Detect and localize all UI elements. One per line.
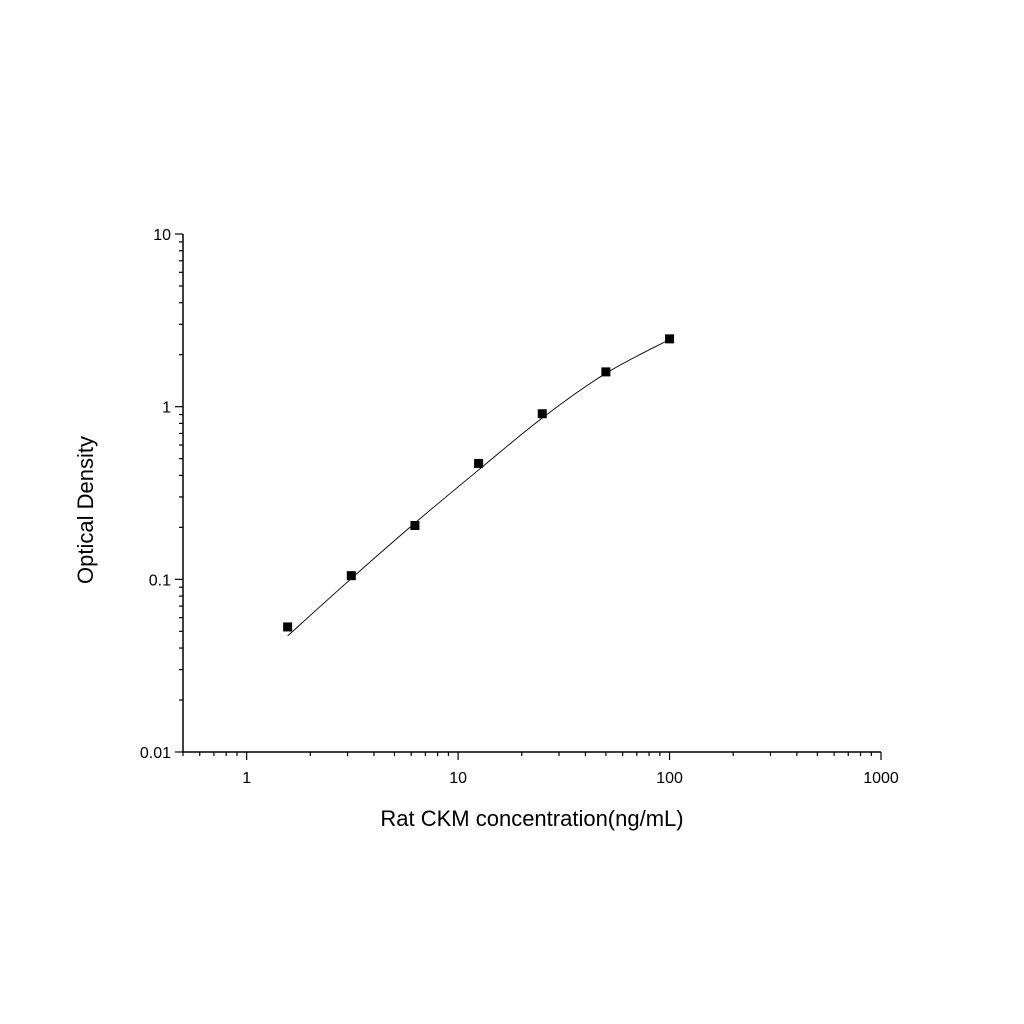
axes xyxy=(182,234,881,753)
y-tick-label: 0.1 xyxy=(149,572,171,589)
y-tick-label: 1 xyxy=(162,400,171,417)
fit-curve xyxy=(287,339,670,637)
x-axis-label: Rat CKM concentration(ng/mL) xyxy=(380,806,683,831)
y-tick-label: 0.01 xyxy=(140,745,171,762)
data-point xyxy=(665,334,675,344)
data-point xyxy=(601,367,611,377)
y-tick-label: 10 xyxy=(153,227,171,244)
data-point xyxy=(283,622,293,632)
x-tick-label: 10 xyxy=(449,770,467,787)
data-point xyxy=(410,521,420,531)
data-point xyxy=(346,571,356,581)
data-point xyxy=(474,458,484,468)
x-tick-label: 1000 xyxy=(863,770,899,787)
x-tick-label: 1 xyxy=(242,770,251,787)
fit-curve-group xyxy=(287,339,670,637)
data-point xyxy=(537,409,547,419)
data-points xyxy=(283,334,675,632)
ticks: 1 10 100 1000 0.01 0.1 1 10 xyxy=(140,227,899,787)
y-axis-label: Optical Density xyxy=(73,436,98,584)
x-tick-label: 100 xyxy=(656,770,683,787)
